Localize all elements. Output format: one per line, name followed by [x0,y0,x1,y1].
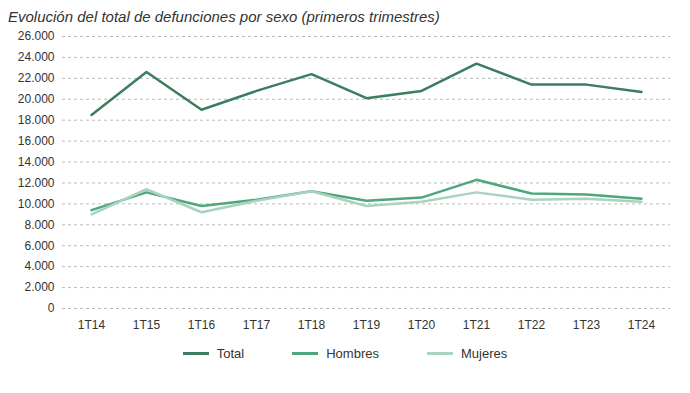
svg-text:1T15: 1T15 [133,318,161,332]
svg-text:1T20: 1T20 [408,318,436,332]
svg-text:4.000: 4.000 [24,259,54,273]
svg-text:1T21: 1T21 [463,318,491,332]
svg-text:1T22: 1T22 [518,318,546,332]
svg-text:1T17: 1T17 [243,318,271,332]
svg-text:1T18: 1T18 [298,318,326,332]
svg-text:18.000: 18.000 [18,113,55,127]
svg-text:1T24: 1T24 [628,318,656,332]
svg-text:1T23: 1T23 [573,318,601,332]
svg-text:24.000: 24.000 [18,50,55,64]
html-text:Evolución del total de defunci: Evolución del total de defunciones por s… [8,8,440,25]
svg-text:6.000: 6.000 [24,239,54,253]
svg-text:2.000: 2.000 [24,280,54,294]
svg-text:14.000: 14.000 [18,155,55,169]
svg-text:16.000: 16.000 [18,134,55,148]
html-text:Total: Total [216,346,245,361]
svg-text:20.000: 20.000 [18,92,55,106]
svg-text:1T16: 1T16 [188,318,216,332]
svg-text:0: 0 [48,301,55,315]
svg-text:12.000: 12.000 [18,176,55,190]
svg-text:22.000: 22.000 [18,71,55,85]
svg-text:10.000: 10.000 [18,197,55,211]
html-text:Hombres: Hombres [326,346,379,361]
svg-text:26.000: 26.000 [18,29,55,43]
svg-text:1T14: 1T14 [78,318,106,332]
svg-text:8.000: 8.000 [24,218,54,232]
svg-text:1T19: 1T19 [353,318,381,332]
html-text:Mujeres: Mujeres [461,346,508,361]
